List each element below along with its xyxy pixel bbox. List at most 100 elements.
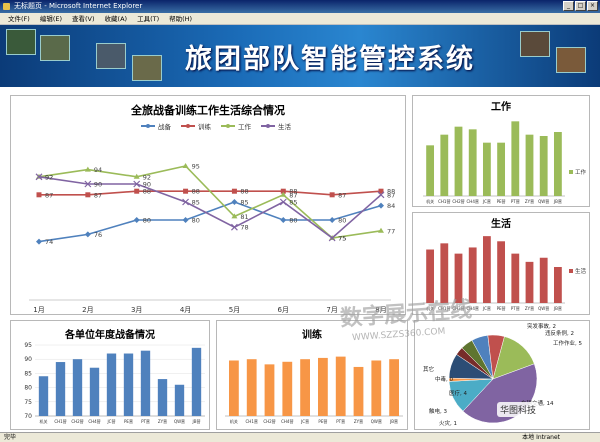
bar <box>539 136 548 196</box>
x-tick-label: ZY营 <box>525 305 534 311</box>
x-tick-label: 机关 <box>230 418 238 424</box>
banner-photo-3 <box>96 43 126 69</box>
minimize-button[interactable]: _ <box>563 1 574 11</box>
status-text: 完毕 <box>4 434 17 441</box>
page-content: 旅团部队智能管控系统 全旅战备训练工作生活综合情况 战备 训练 工作 生活 1月 2月 3月… <box>0 25 600 432</box>
readiness-chart-title: 各单位年度战备情况 <box>65 330 155 341</box>
bar <box>468 129 477 196</box>
data-point <box>84 166 91 172</box>
y-tick-label: 95 <box>24 342 32 349</box>
readiness-chart-svg: 70 75 80 85 90 95 机关 CH1营 CH2营 CH4营 JC营 PE营 PT营 ZY营 QW… <box>24 342 205 424</box>
bar <box>553 132 562 196</box>
data-label: 92 <box>45 173 53 181</box>
data-label: 80 <box>338 217 346 225</box>
x-tick-label: PE营 <box>497 198 506 204</box>
legend-label-2: 工作 <box>238 122 252 131</box>
menu-edit[interactable]: 编辑(E) <box>39 15 62 23</box>
slice-label: 违反条例, 2 <box>545 329 574 337</box>
data-point <box>280 191 287 197</box>
data-point <box>84 180 92 188</box>
bar <box>191 347 202 416</box>
legend-label-3: 生活 <box>278 122 292 131</box>
work-chart-svg: 机关 CH1营 CH2营 CH4营 JC营 PE营 PT营 ZY营 QW营 JB营 工作 <box>423 121 587 204</box>
bar <box>89 367 100 416</box>
data-label: 80 <box>289 217 297 225</box>
bar <box>525 261 534 303</box>
data-label: 94 <box>94 166 102 174</box>
bar <box>525 134 534 196</box>
bar <box>468 247 477 303</box>
data-point <box>280 188 286 194</box>
bar <box>246 359 257 416</box>
training-chart-title: 训练 <box>302 330 322 341</box>
data-label: 88 <box>143 188 151 196</box>
data-point <box>35 173 43 181</box>
x-tick-label: JB营 <box>389 418 398 424</box>
bar <box>174 384 185 416</box>
menu-tools[interactable]: 工具(T) <box>137 15 160 23</box>
x-tick-label: PE营 <box>497 305 506 311</box>
bar <box>123 353 134 416</box>
menu-favorites[interactable]: 收藏(A) <box>104 15 128 23</box>
y-tick-label: 70 <box>24 413 32 420</box>
bar <box>553 267 562 303</box>
bar <box>511 121 520 196</box>
data-label: 87 <box>289 191 297 199</box>
x-tick-label: CH4营 <box>467 198 479 204</box>
data-label: 90 <box>94 181 102 189</box>
data-label: 90 <box>143 181 151 189</box>
y-tick-label: 80 <box>24 385 32 392</box>
x-tick-label: 6月 <box>278 306 289 314</box>
data-point <box>378 227 384 233</box>
banner-photo-6 <box>556 47 586 73</box>
bar <box>38 376 49 416</box>
x-tick-label: PT营 <box>511 198 520 204</box>
bar <box>389 359 399 416</box>
data-label: 87 <box>94 191 102 199</box>
data-point <box>231 213 238 219</box>
bar <box>426 249 435 303</box>
data-label: 77 <box>387 227 395 235</box>
menu-bar: 文件(F) 编辑(E) 查看(V) 收藏(A) 工具(T) 帮助(H) <box>0 13 600 25</box>
data-point <box>133 173 140 179</box>
x-tick-label: QW营 <box>538 305 549 311</box>
slice-label: 突发事故, 2 <box>527 322 556 330</box>
data-label: 87 <box>387 191 395 199</box>
bar <box>55 362 66 416</box>
data-point <box>231 223 238 231</box>
life-chart-panel: 生活 机关 CH1营 CH2营 CH4营 JC营 PE营 PT营 ZY营 QW营 JB营 生活 <box>412 212 590 315</box>
maximize-button[interactable]: □ <box>575 1 586 11</box>
data-label: 80 <box>143 217 151 225</box>
legend-marker-1 <box>186 124 190 128</box>
x-tick-label: CH4营 <box>88 418 100 424</box>
data-point <box>378 188 384 194</box>
x-tick-label: CH2营 <box>452 198 464 204</box>
series-line-2 <box>38 165 382 239</box>
data-label: 87 <box>338 191 346 199</box>
source-badge: 华图科技 <box>497 402 540 417</box>
data-point <box>182 217 189 223</box>
bar <box>300 359 310 416</box>
menu-file[interactable]: 文件(F) <box>8 15 30 23</box>
bar <box>482 142 491 196</box>
menu-help[interactable]: 帮助(H) <box>169 15 193 23</box>
x-tick-label: 8月 <box>375 306 386 314</box>
menu-view[interactable]: 查看(V) <box>72 15 95 23</box>
x-tick-label: ZY营 <box>354 418 363 424</box>
x-tick-label: QW营 <box>538 198 549 204</box>
bar <box>440 243 449 303</box>
bar <box>264 364 275 416</box>
data-point <box>378 202 384 209</box>
x-tick-label: ZY营 <box>525 198 534 204</box>
data-point <box>231 188 237 194</box>
x-tick-label: QW营 <box>174 418 185 424</box>
bar <box>440 134 449 196</box>
x-tick-label: 3月 <box>131 306 142 314</box>
data-point <box>84 231 91 238</box>
data-label: 81 <box>240 213 248 221</box>
data-point <box>182 198 189 206</box>
data-label: 75 <box>338 235 346 243</box>
close-button[interactable]: × <box>587 1 598 11</box>
x-tick-label: CH2营 <box>263 418 275 424</box>
